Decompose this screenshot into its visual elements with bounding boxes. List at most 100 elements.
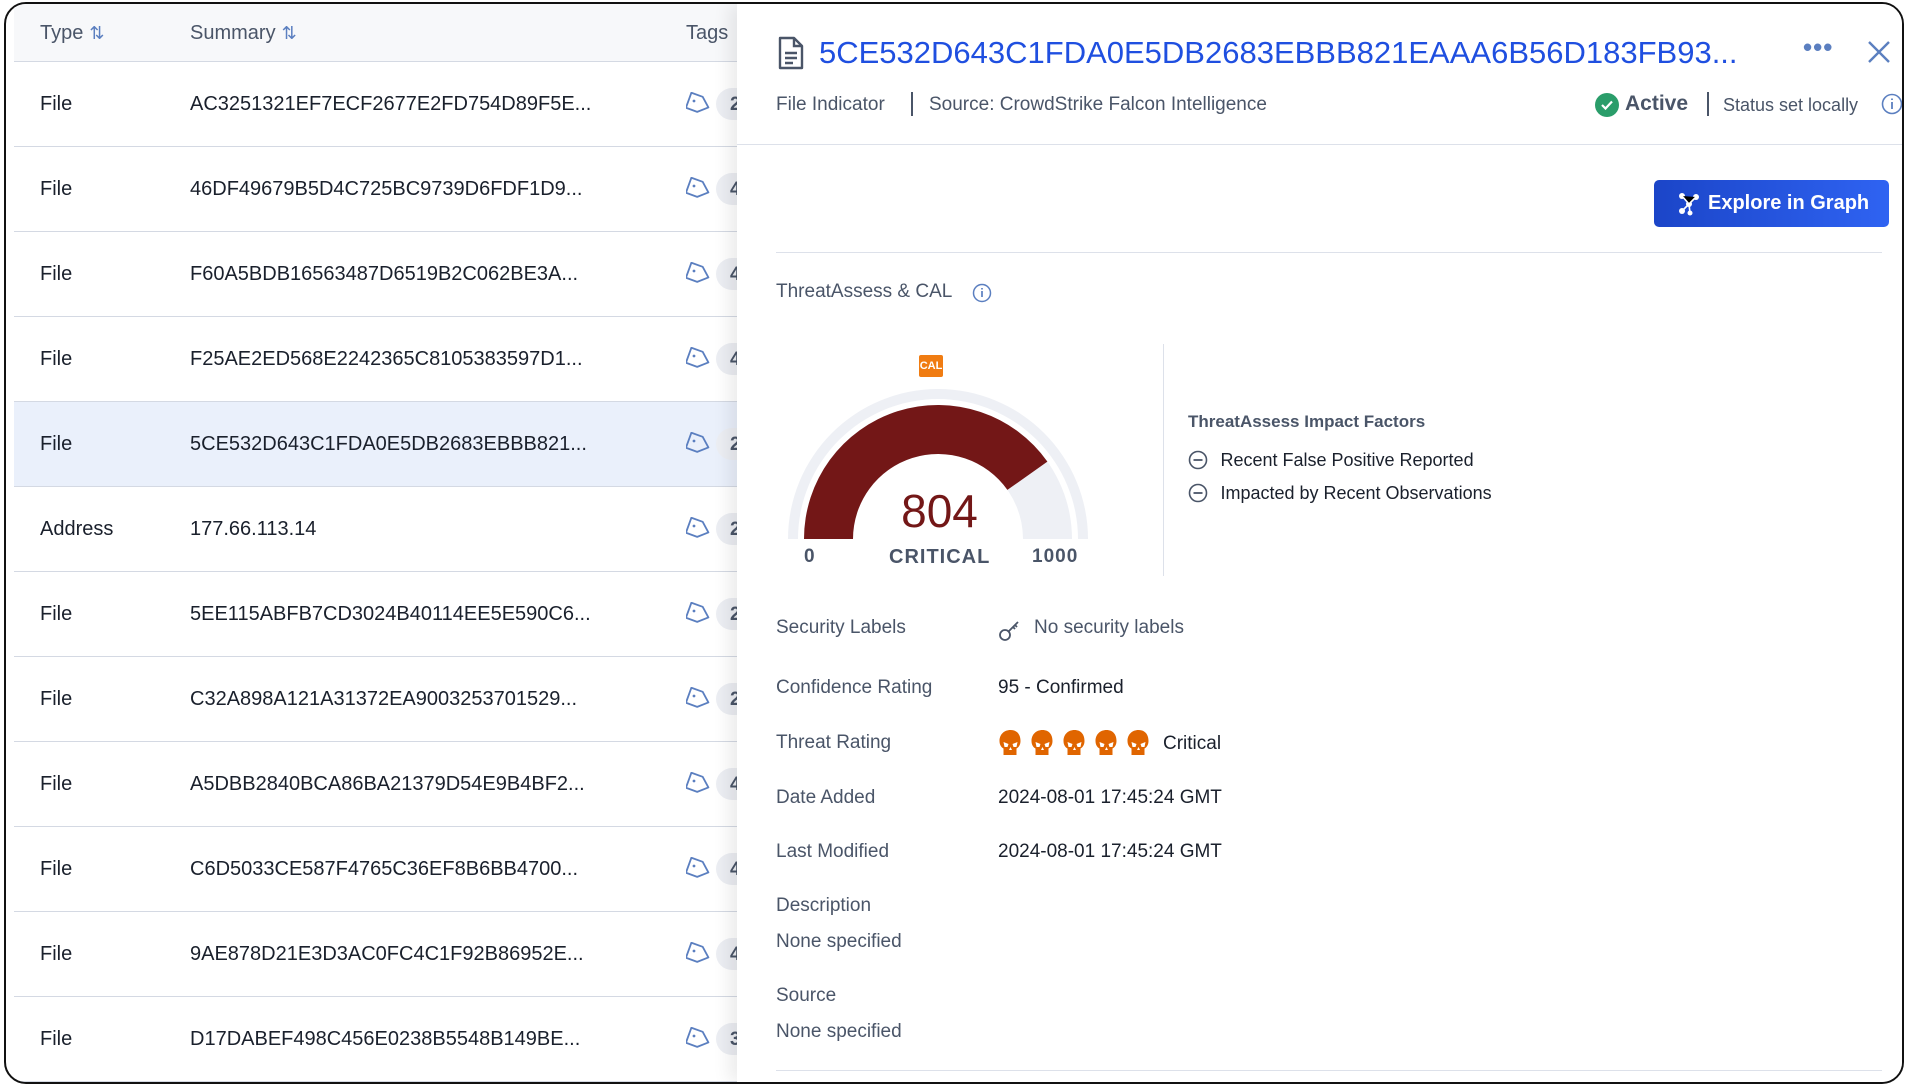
tag-icon [686, 92, 710, 113]
table-row[interactable]: File 5EE115ABFB7CD3024B40114EE5E590C6...… [14, 572, 776, 657]
sort-icon[interactable]: ⇅ [281, 23, 297, 43]
check-circle-icon [1595, 93, 1619, 117]
summary-cell: F25AE2ED568E2242365C8105383597D1... [190, 348, 583, 370]
table-row[interactable]: File F60A5BDB16563487D6519B2C062BE3A... … [14, 232, 776, 317]
divider [1163, 344, 1164, 576]
table-row[interactable]: File 5CE532D643C1FDA0E5DB2683EBBB821... … [14, 402, 776, 487]
description-label: Description [776, 895, 872, 916]
divider [911, 92, 913, 116]
summary-cell: F60A5BDB16563487D6519B2C062BE3A... [190, 263, 579, 285]
app-frame: Type ⇅ Summary ⇅ Tags File AC3251321EF7ECF… [4, 2, 1904, 1084]
table-row[interactable]: File C6D5033CE587F4765C36EF8B6BB4700... … [14, 827, 776, 912]
column-tags[interactable]: Tags [686, 22, 729, 44]
source-value: None specified [776, 1021, 902, 1042]
more-options-button[interactable]: ••• [1803, 32, 1834, 62]
type-cell: File [40, 1028, 73, 1050]
graph-icon [1679, 193, 1699, 216]
source-label: Source [776, 985, 837, 1006]
gauge-level: CRITICAL [889, 546, 991, 568]
gauge-max: 1000 [1032, 546, 1079, 567]
type-cell: File [40, 93, 73, 115]
info-icon[interactable] [1881, 93, 1903, 115]
tag-icon [686, 857, 710, 878]
type-cell: File [40, 773, 73, 795]
gauge-value: 804 [901, 485, 978, 537]
type-cell: File [40, 603, 73, 625]
column-summary[interactable]: Summary ⇅ [190, 22, 297, 44]
table-row[interactable]: File D17DABEF498C456E0238B5548B149BE... … [14, 997, 776, 1082]
confidence-label: Confidence Rating [776, 677, 933, 698]
table-row[interactable]: File A5DBB2840BCA86BA21379D54E9B4BF2... … [14, 742, 776, 827]
tag-icon [686, 772, 710, 793]
file-icon [778, 36, 804, 70]
type-cell: Address [40, 518, 114, 540]
close-icon[interactable] [1867, 40, 1891, 64]
threat-rating-label: Threat Rating [776, 732, 892, 753]
last-modified-value: 2024-08-01 17:45:24 GMT [998, 841, 1222, 862]
key-icon [999, 621, 1019, 641]
type-cell: File [40, 688, 73, 710]
gauge-min: 0 [804, 546, 815, 567]
table-row[interactable]: Address 177.66.113.14 2 [14, 487, 776, 572]
threat-rating-skulls [998, 729, 1151, 757]
tag-icon [686, 347, 710, 368]
skull-icon [1095, 730, 1117, 755]
tag-icon [686, 602, 710, 623]
indicators-table: Type ⇅ Summary ⇅ Tags File AC3251321EF7ECF… [14, 4, 776, 1082]
tag-icon [686, 262, 710, 283]
gauge-fill [804, 405, 1048, 539]
threat-gauge [788, 389, 1088, 539]
column-type[interactable]: Type ⇅ [40, 22, 105, 44]
type-cell: File [40, 348, 73, 370]
security-labels-value: No security labels [1034, 617, 1184, 638]
threat-rating-value: Critical [1163, 733, 1222, 754]
divider [776, 1070, 1882, 1071]
tag-icon [686, 432, 710, 453]
skull-icon [999, 730, 1021, 755]
date-added-value: 2024-08-01 17:45:24 GMT [998, 787, 1222, 808]
summary-cell: 46DF49679B5D4C725BC9739D6FDF1D9... [190, 178, 583, 200]
summary-cell: 5CE532D643C1FDA0E5DB2683EBBB821... [190, 433, 587, 455]
skull-icon [1063, 730, 1085, 755]
info-icon[interactable] [972, 283, 992, 303]
table-row[interactable]: File 46DF49679B5D4C725BC9739D6FDF1D9... … [14, 147, 776, 232]
summary-cell: C6D5033CE587F4765C36EF8B6BB4700... [190, 858, 579, 880]
divider [776, 252, 1882, 253]
type-cell: File [40, 433, 73, 455]
type-cell: File [40, 858, 73, 880]
last-modified-label: Last Modified [776, 841, 890, 862]
table-row[interactable]: File F25AE2ED568E2242365C8105383597D1...… [14, 317, 776, 402]
cal-badge: CAL [919, 355, 943, 377]
tag-icon [686, 687, 710, 708]
type-cell: File [40, 178, 73, 200]
tag-icon [686, 1027, 710, 1048]
minus-circle-icon [1188, 450, 1208, 470]
description-value: None specified [776, 931, 902, 952]
table-row[interactable]: File 9AE878D21E3D3AC0FC4C1F92B86952E... … [14, 912, 776, 997]
tag-icon [686, 942, 710, 963]
impact-factors-title: ThreatAssess Impact Factors [1188, 412, 1426, 431]
table-row[interactable]: File C32A898A121A31372EA9003253701529...… [14, 657, 776, 742]
date-added-label: Date Added [776, 787, 876, 808]
summary-cell: 9AE878D21E3D3AC0FC4C1F92B86952E... [190, 943, 584, 965]
divider [737, 144, 1902, 145]
explore-in-graph-button[interactable]: Explore in Graph [1654, 180, 1889, 227]
indicator-source: Source: CrowdStrike Falcon Intelligence [929, 94, 1267, 115]
confidence-value: 95 - Confirmed [998, 677, 1124, 698]
impact-factor: Recent False Positive Reported [1188, 450, 1474, 471]
indicator-title: 5CE532D643C1FDA0E5DB2683EBBB821EAAA6B56D… [819, 35, 1738, 70]
security-labels-label: Security Labels [776, 617, 906, 638]
status-note: Status set locally [1723, 95, 1859, 115]
skull-icon [1031, 730, 1053, 755]
divider [1707, 92, 1709, 116]
sort-icon[interactable]: ⇅ [89, 23, 105, 43]
tag-icon [686, 177, 710, 198]
indicator-detail-panel: 5CE532D643C1FDA0E5DB2683EBBB821EAAA6B56D… [737, 4, 1902, 1082]
minus-circle-icon [1188, 483, 1208, 503]
summary-cell: A5DBB2840BCA86BA21379D54E9B4BF2... [190, 773, 585, 795]
impact-factor: Impacted by Recent Observations [1188, 483, 1492, 504]
table-row[interactable]: File AC3251321EF7ECF2677E2FD754D89F5E...… [14, 62, 776, 147]
section-title: ThreatAssess & CAL [776, 281, 953, 302]
summary-cell: D17DABEF498C456E0238B5548B149BE... [190, 1028, 581, 1050]
summary-cell: C32A898A121A31372EA9003253701529... [190, 688, 578, 710]
